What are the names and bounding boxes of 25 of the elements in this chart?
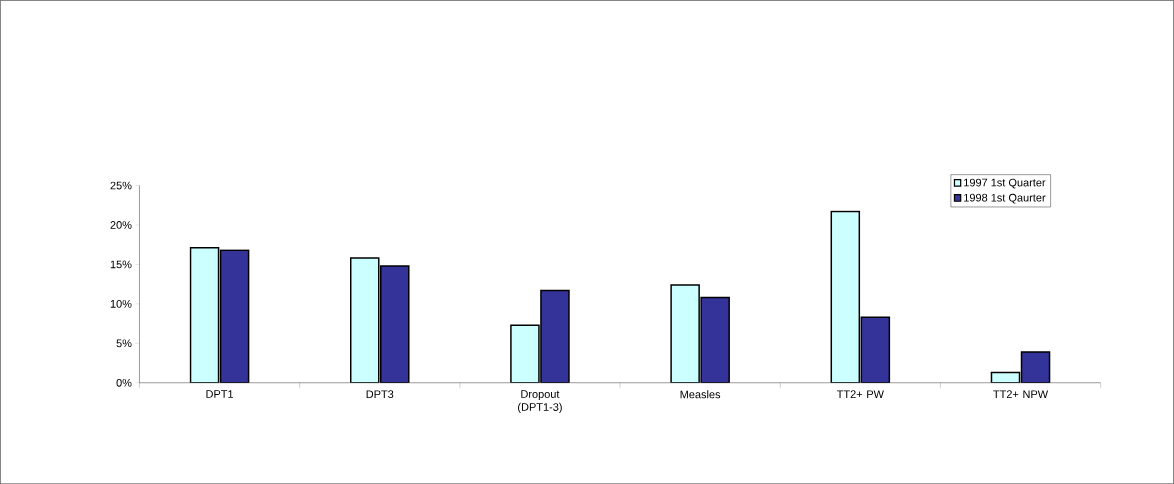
bar bbox=[380, 265, 410, 383]
y-tick-label: 20% bbox=[110, 221, 132, 229]
x-tick-label: TT2+ NPW bbox=[993, 390, 1049, 398]
x-tick-label: TT2+ PW bbox=[836, 390, 884, 398]
bar bbox=[670, 284, 700, 383]
bar bbox=[540, 289, 570, 383]
bar bbox=[860, 316, 891, 383]
x-tick-label: Measles bbox=[680, 390, 721, 399]
bar bbox=[189, 247, 220, 383]
y-tick-label: 15% bbox=[110, 260, 132, 269]
bar bbox=[510, 324, 540, 383]
y-tick-label: 10% bbox=[110, 299, 132, 308]
bar bbox=[700, 296, 730, 383]
legend-label: 1997 1st Quarter bbox=[964, 178, 1046, 189]
x-tick-label: DPT3 bbox=[366, 390, 394, 398]
bar bbox=[349, 257, 380, 383]
legend-label: 1998 1st Qaurter bbox=[964, 193, 1046, 204]
y-tick-label: 5% bbox=[116, 339, 132, 348]
bar bbox=[219, 249, 250, 383]
y-tick-label: 25% bbox=[110, 181, 132, 190]
bar bbox=[1020, 351, 1051, 383]
x-tick-label: DPT1 bbox=[206, 390, 234, 398]
x-tick-label: Dropout (DPT1-3) bbox=[518, 390, 562, 413]
bar bbox=[830, 210, 861, 383]
y-tick-label: 0% bbox=[116, 378, 132, 387]
